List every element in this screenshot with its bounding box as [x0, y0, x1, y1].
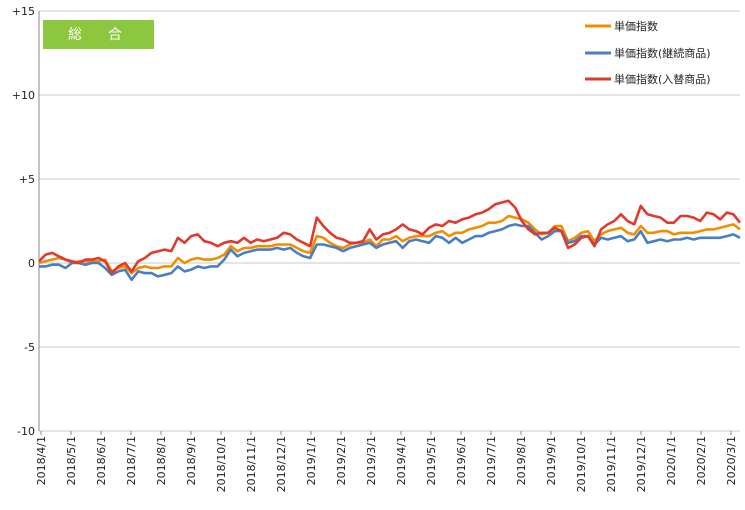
y-tick-label: -10 [17, 425, 35, 438]
x-tick-label: 2019/6/1 [455, 436, 468, 485]
series-lines [38, 199, 742, 282]
x-tick-label: 2019/11/1 [605, 436, 618, 492]
x-tick-label: 2019/5/1 [425, 436, 438, 485]
legend-label-2: 単価指数(入替商品) [614, 72, 711, 86]
x-tick-label: 2019/8/1 [515, 436, 528, 485]
x-tick-label: 2018/7/1 [125, 436, 138, 485]
y-tick-label: 0 [28, 257, 35, 270]
x-tick-label: 2019/9/1 [545, 436, 558, 485]
x-tick-label: 2019/3/1 [365, 436, 378, 485]
x-tick-label: 2019/1/1 [305, 436, 318, 485]
chart-title: 総 合 [68, 27, 128, 43]
legend-label-1: 単価指数(継続商品) [614, 46, 711, 60]
x-tick-label: 2018/11/1 [245, 436, 258, 492]
title-badge-background [43, 20, 154, 49]
legend-label-0: 単価指数 [614, 19, 658, 33]
series-line-0 [38, 214, 741, 275]
y-tick-label: -5 [24, 341, 35, 354]
x-tick-label: 2018/12/1 [275, 436, 288, 492]
x-tick-label: 2019/4/1 [395, 436, 408, 485]
x-axis: 2018/4/1 2018/5/1 2018/6/1 2018/7/1 2018/8/1… [35, 431, 738, 492]
x-tick-label: 2018/9/1 [185, 436, 198, 485]
x-tick-label: 2019/12/1 [635, 436, 648, 492]
x-tick-label: 2018/6/1 [95, 436, 108, 485]
x-tick-label: 2020/3/1 [725, 436, 738, 485]
gridlines [39, 10, 740, 432]
x-tick-label: 2018/10/1 [215, 436, 228, 492]
x-tick-label: 2018/4/1 [35, 436, 48, 485]
x-tick-label: 2019/7/1 [485, 436, 498, 485]
x-tick-label: 2019/2/1 [335, 436, 348, 485]
x-tick-label: 2018/8/1 [155, 436, 168, 485]
x-tick-label: 2019/10/1 [575, 436, 588, 492]
y-tick-label: +10 [12, 89, 35, 102]
y-tick-label: +5 [19, 173, 35, 186]
title-badge: 総 合 [43, 20, 154, 49]
y-tick-label: +15 [12, 5, 35, 18]
y-axis: +15 +10 +5 0 -5 -10 [12, 5, 40, 438]
x-tick-label: 2020/2/1 [695, 436, 708, 485]
series-line-1 [39, 223, 741, 282]
series-line-2 [38, 199, 742, 275]
x-tick-label: 2020/1/1 [665, 436, 678, 485]
x-tick-label: 2018/5/1 [65, 436, 78, 485]
